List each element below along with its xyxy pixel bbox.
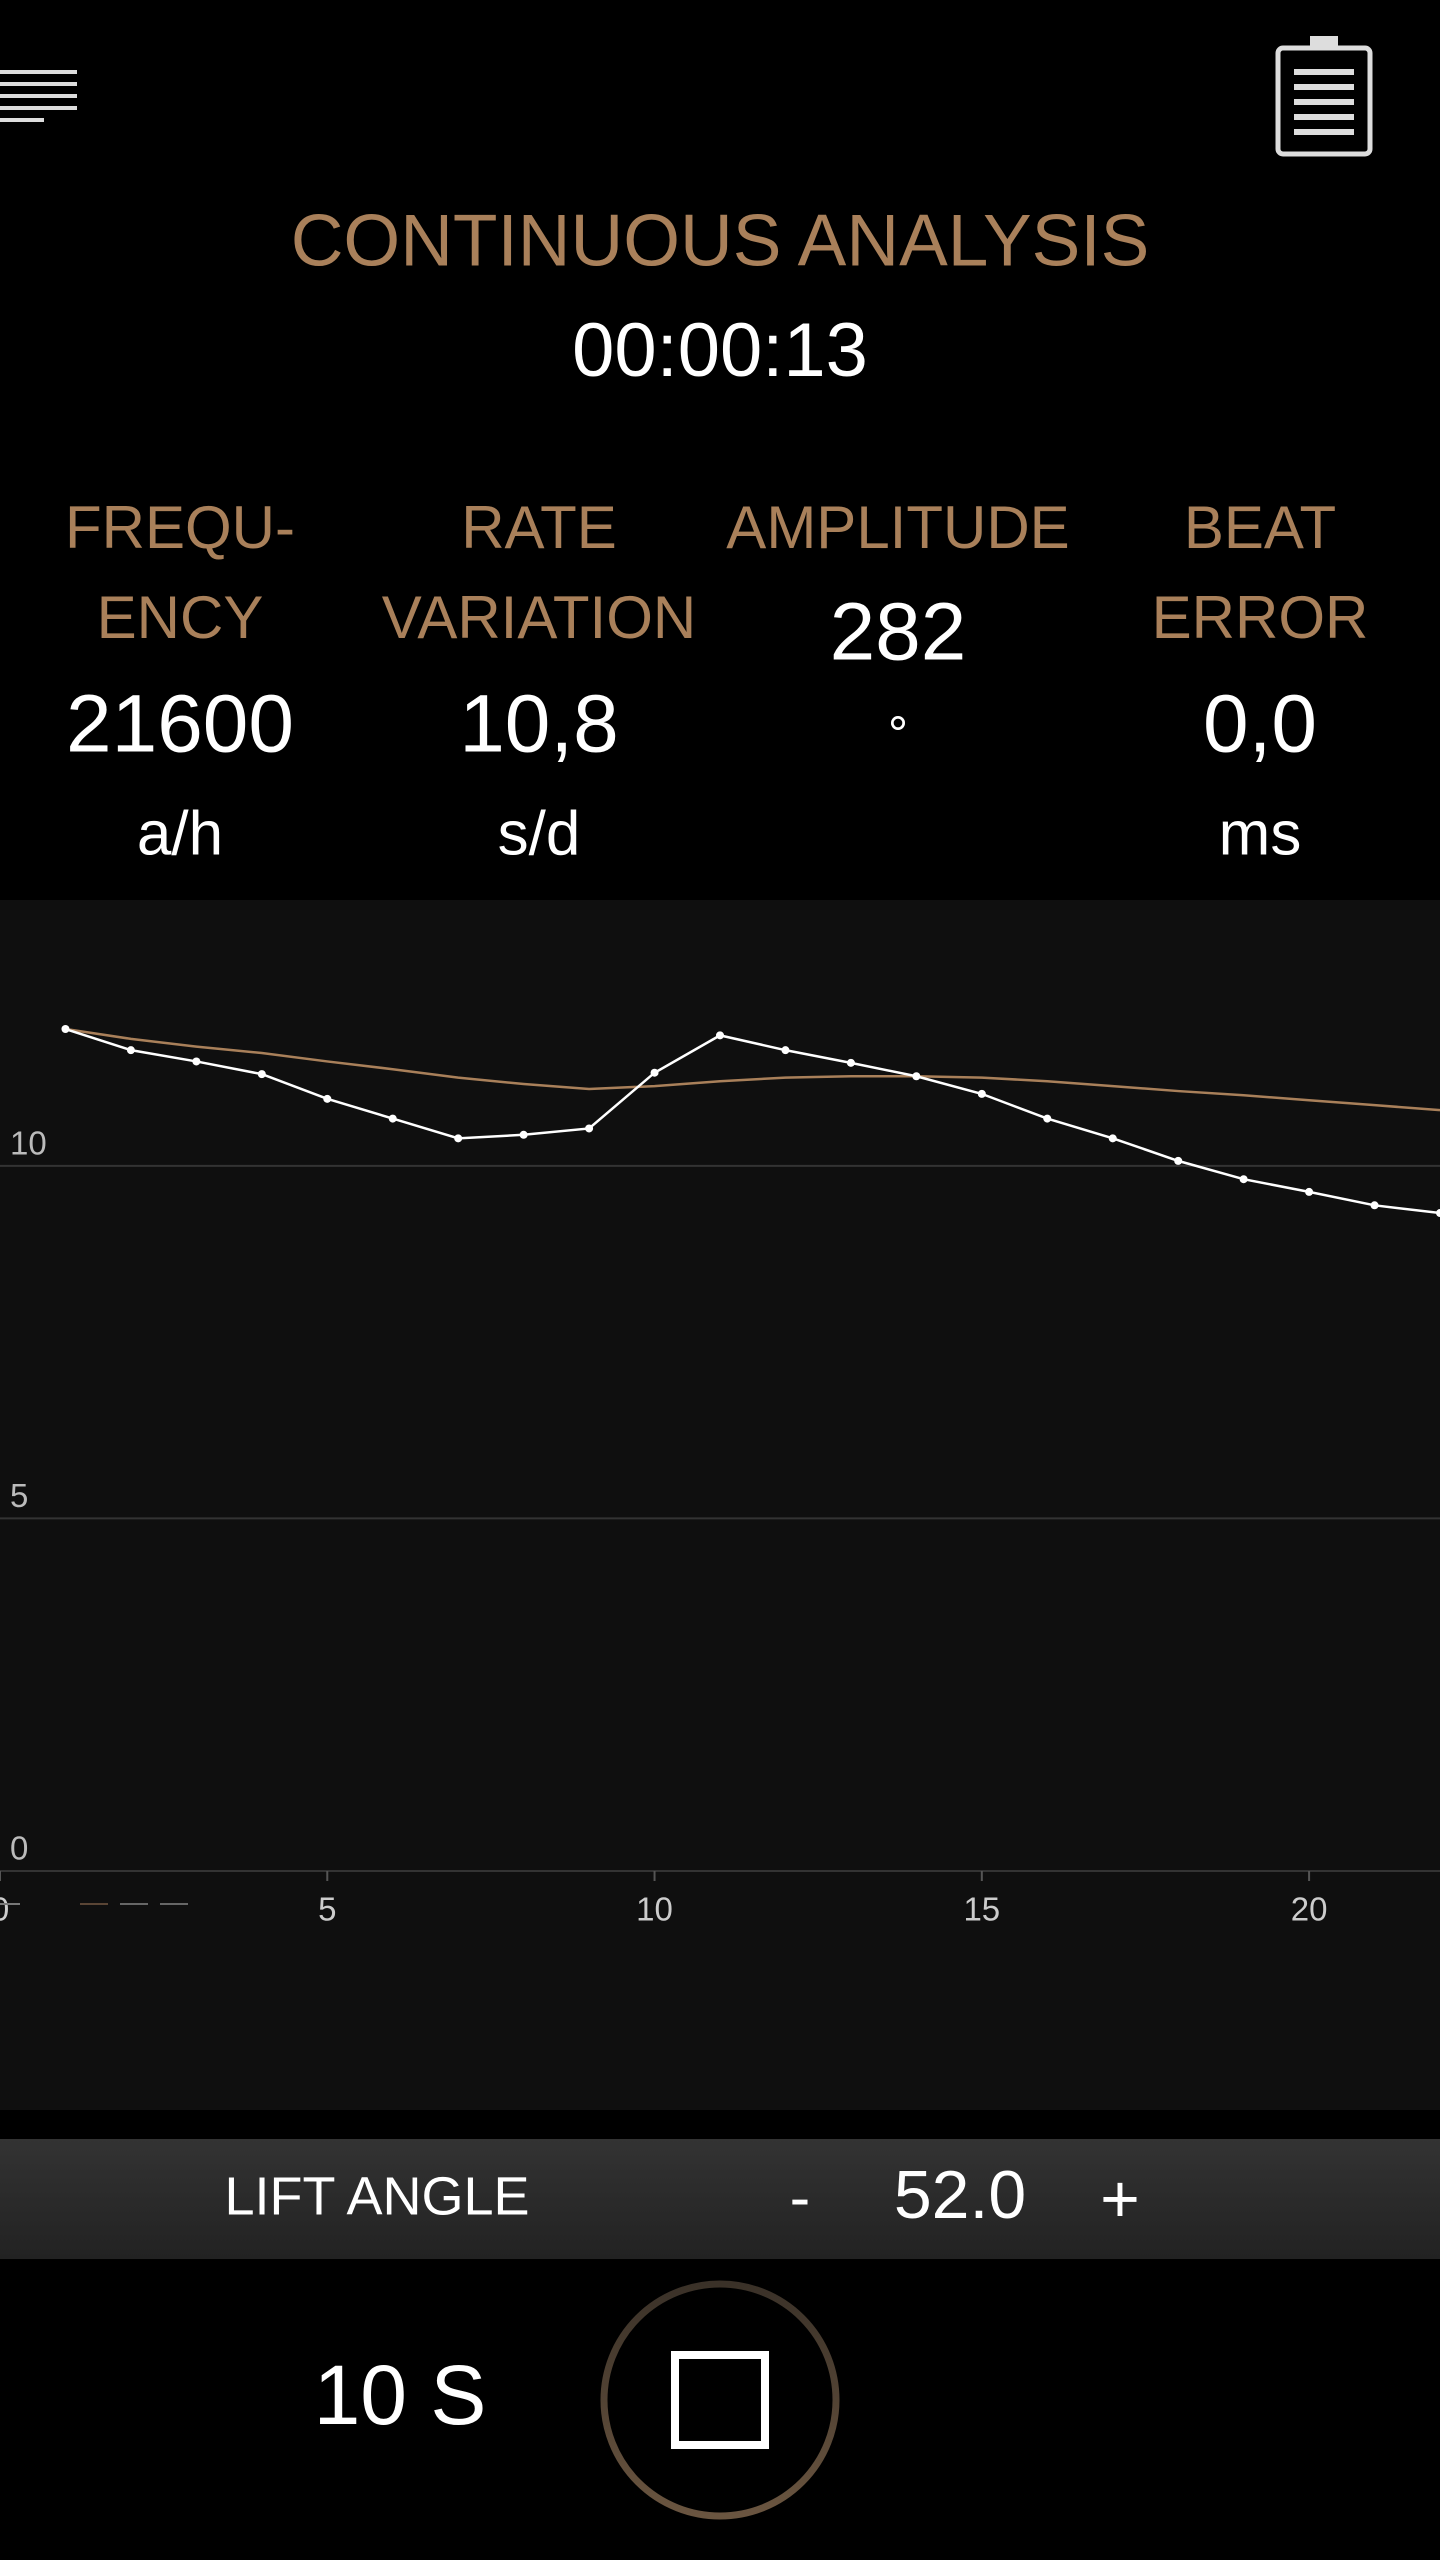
metric-value: 10,8 <box>459 679 619 770</box>
metric-unit: ° <box>888 706 908 762</box>
x-tick-label: 15 <box>963 1891 1000 1928</box>
data-point <box>716 1031 724 1040</box>
lift-angle-panel <box>0 2139 1440 2259</box>
plot-area <box>61 1025 1440 1218</box>
metric-value: 21600 <box>66 679 294 770</box>
metric-value: 282 <box>830 587 967 678</box>
timer: 00:00:13 <box>572 308 868 393</box>
metric-value: 0,0 <box>1203 679 1317 770</box>
data-point <box>61 1025 70 1034</box>
log-button[interactable] <box>1275 36 1373 157</box>
data-point <box>1436 1209 1440 1218</box>
menu-button[interactable] <box>0 70 77 122</box>
x-tick-label: 5 <box>318 1891 336 1928</box>
metric-label: BEAT <box>1184 494 1336 561</box>
y-tick-label: 10 <box>10 1125 47 1162</box>
metric-unit: a/h <box>137 799 223 868</box>
interval-button[interactable]: 10 S <box>314 2348 487 2442</box>
metric-label: VARIATION <box>382 584 696 651</box>
data-point <box>1108 1134 1117 1143</box>
lift-angle-label: LIFT ANGLE <box>224 2166 529 2226</box>
data-point <box>650 1068 659 1077</box>
title: CONTINUOUS ANALYSIS <box>291 200 1150 281</box>
data-point <box>1305 1187 1314 1196</box>
metric-label: ERROR <box>1152 584 1369 651</box>
data-line <box>65 1027 1440 1112</box>
data-point <box>846 1058 855 1067</box>
metric-label: AMPLITUDE <box>726 494 1069 561</box>
lift-angle-value: 52.0 <box>894 2157 1026 2233</box>
data-point <box>257 1070 266 1079</box>
data-point <box>126 1046 135 1055</box>
data-point <box>519 1130 528 1139</box>
data-point <box>977 1089 986 1098</box>
stop-button[interactable] <box>600 2280 840 2520</box>
x-tick-label: 10 <box>636 1891 673 1928</box>
metric-unit: ms <box>1219 799 1302 868</box>
chart-background <box>0 900 1440 2110</box>
metric-label: FREQU- <box>65 494 295 561</box>
metric-unit: s/d <box>498 799 581 868</box>
data-point <box>323 1094 332 1103</box>
metric-label: ENCY <box>97 584 264 651</box>
data-point <box>1239 1175 1248 1184</box>
metric-label: RATE <box>461 494 617 561</box>
metrics: FREQU- ENCY 21600 a/h RATE VARIATION 10,8 s/d AM… <box>65 494 1368 869</box>
data-point <box>454 1134 463 1143</box>
chart: 0 5 10 0 5 10 15 20 <box>0 1025 1440 1928</box>
data-point <box>1043 1114 1052 1123</box>
data-point <box>585 1124 594 1133</box>
data-point <box>781 1046 790 1055</box>
decrease-button[interactable]: - <box>790 2163 811 2232</box>
data-line <box>65 1027 1440 1215</box>
x-tick-label: 20 <box>1291 1891 1328 1928</box>
data-point <box>912 1072 921 1081</box>
data-point <box>1174 1156 1183 1165</box>
data-point <box>1370 1201 1379 1210</box>
y-tick-label: 0 <box>10 1830 28 1867</box>
x-tick-label: 0 <box>0 1891 9 1928</box>
data-point <box>192 1057 201 1066</box>
increase-button[interactable]: + <box>1100 2161 1140 2237</box>
y-tick-label: 5 <box>10 1477 28 1514</box>
data-point <box>388 1114 397 1123</box>
